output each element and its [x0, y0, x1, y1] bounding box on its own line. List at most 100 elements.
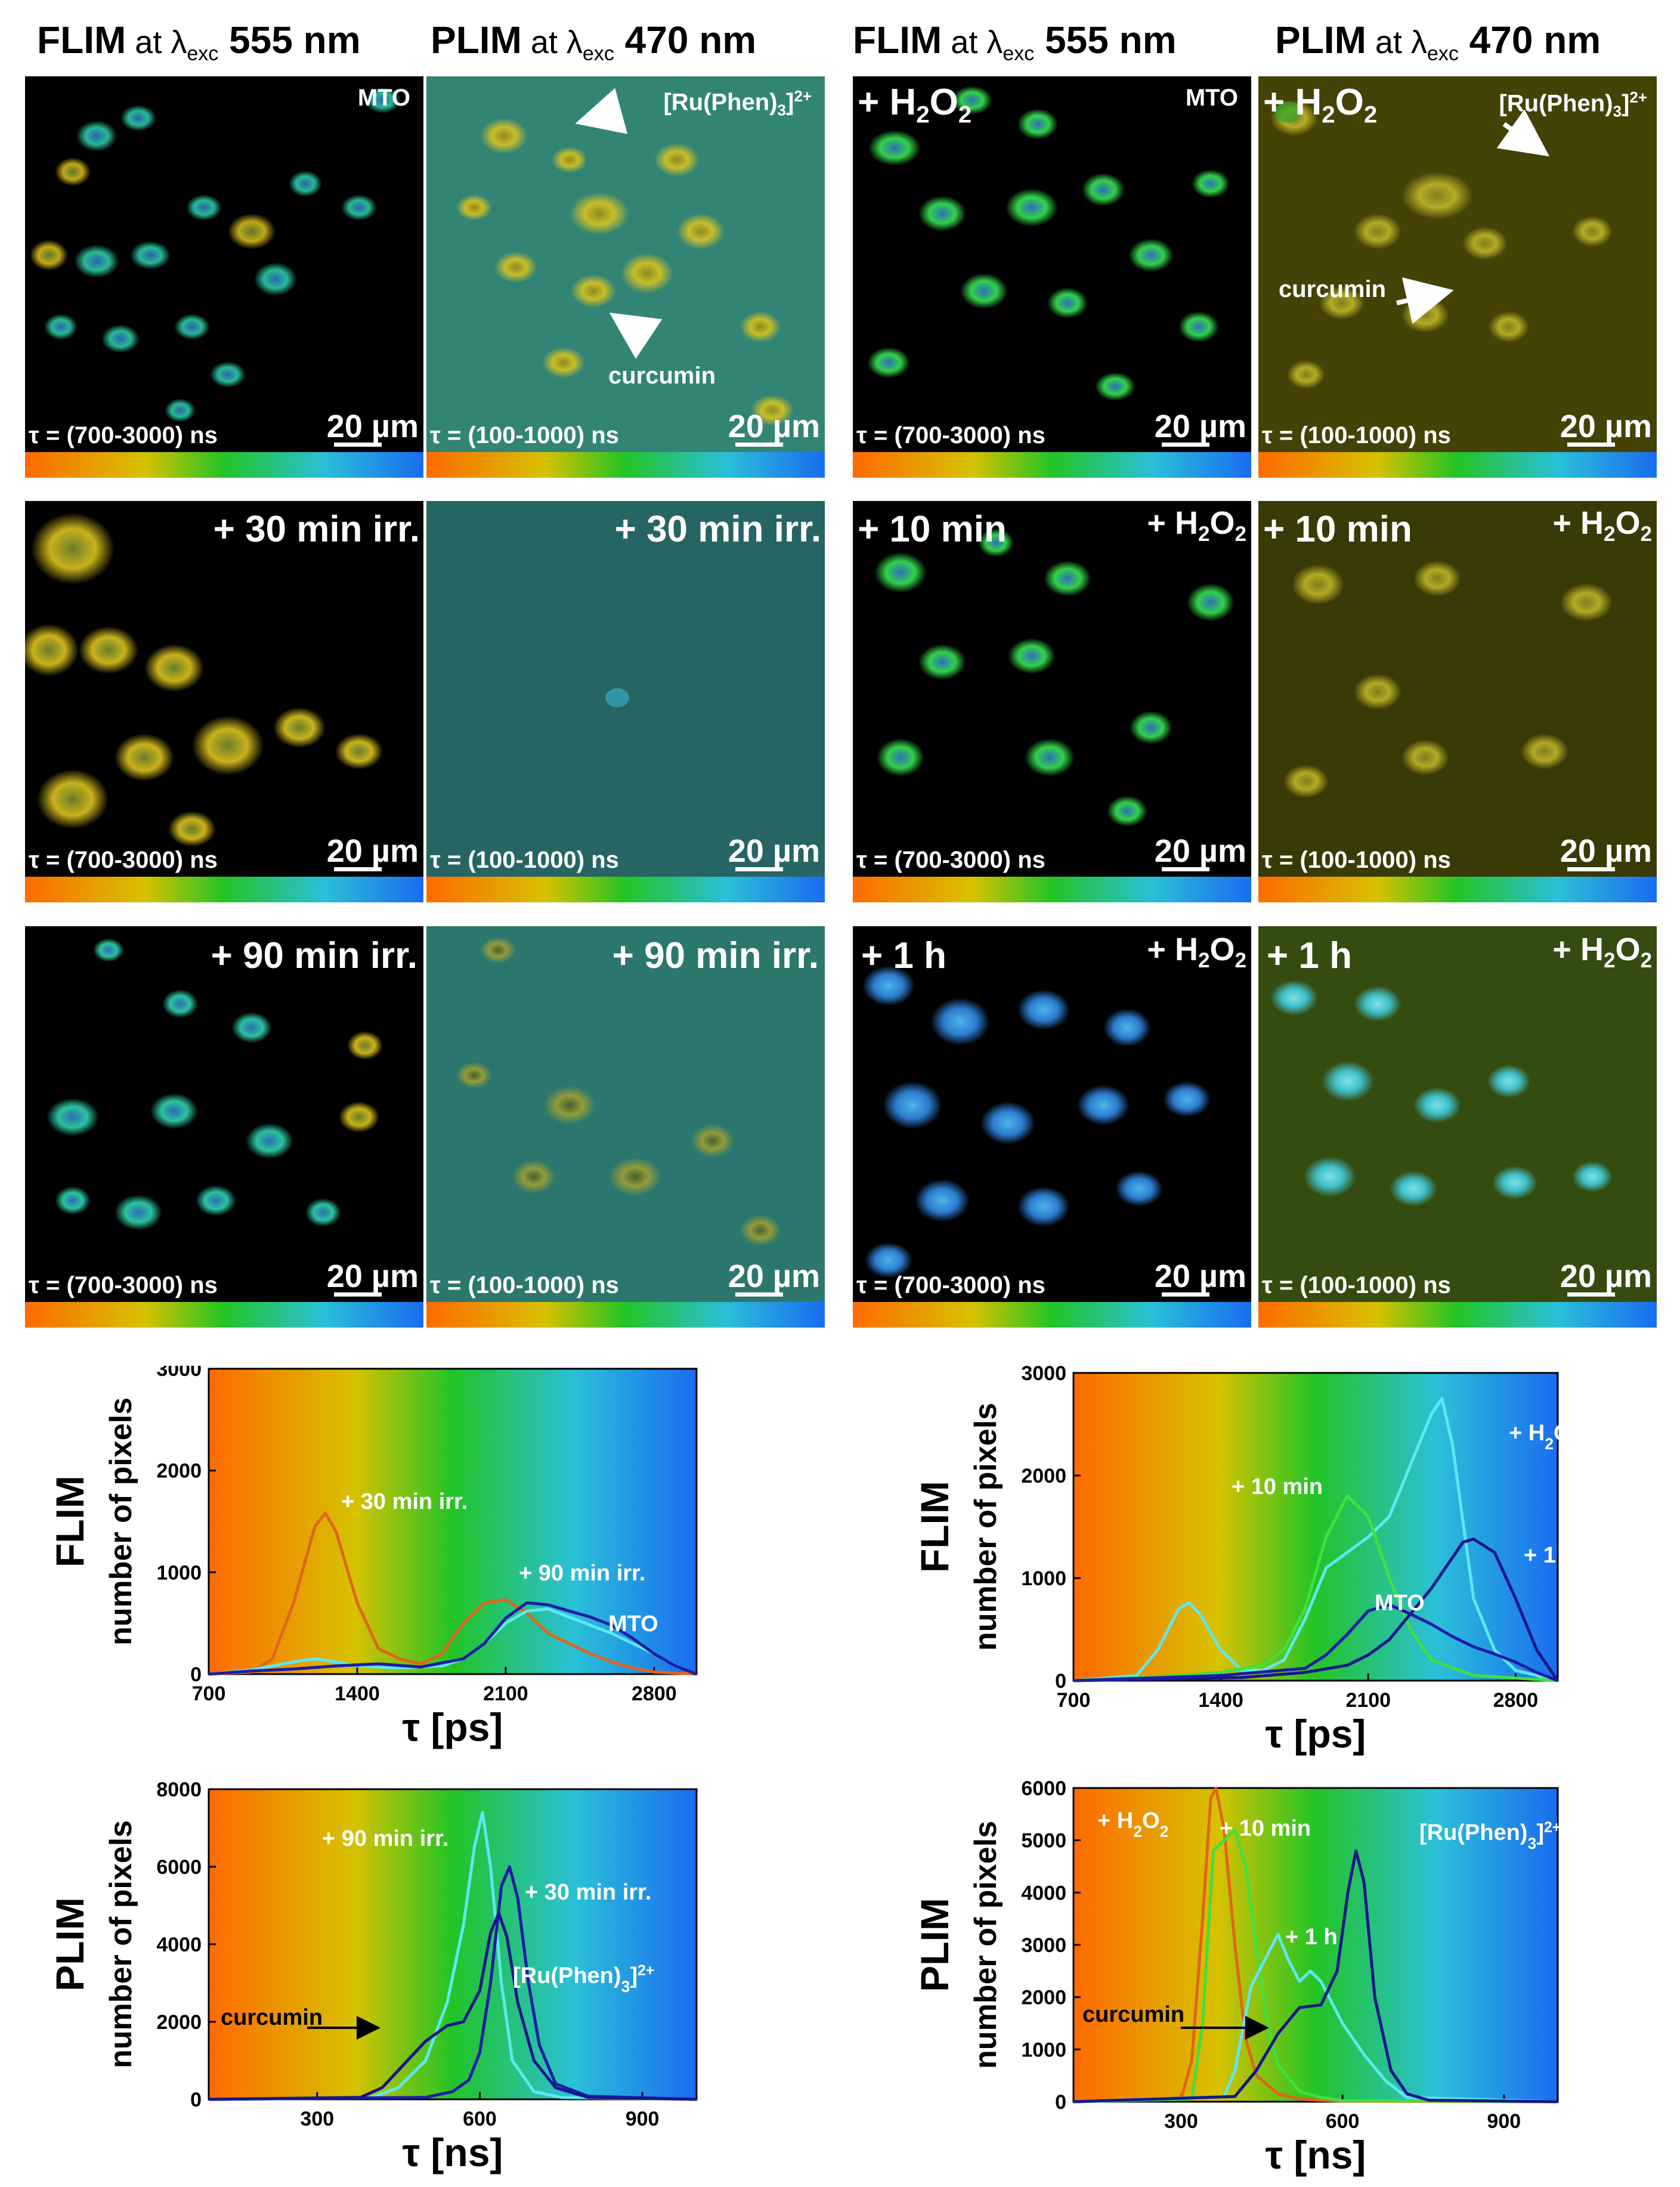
scalebar-label: 20 µm — [1560, 409, 1652, 444]
panel-plim-control: [Ru(Phen)3]2+ curcumin 20 µm τ = (100-10… — [426, 76, 825, 478]
plot-frame — [1072, 1372, 1559, 1682]
x-tick-label: 2800 — [632, 1682, 677, 1705]
plot-background — [209, 1369, 697, 1674]
y-axis-label: number of pixels — [969, 1403, 1003, 1651]
series-annotation: + 90 min irr. — [519, 1561, 645, 1586]
scalebar-label: 20 µm — [1154, 1258, 1246, 1294]
panel-flim-1h: + 1 h + H2O2 20 µm τ = (700-3000) ns — [853, 926, 1251, 1328]
lifetime-range: τ = (100-1000) ns — [1262, 847, 1451, 873]
header-plim-1: PLIM at λexc 470 nm — [431, 18, 757, 65]
scalebar — [1162, 443, 1209, 447]
series-line — [1073, 1786, 1558, 2104]
lifetime-range: τ = (700-3000) ns — [856, 847, 1045, 873]
series-line — [1073, 1603, 1558, 1682]
series-line — [1073, 1538, 1560, 1682]
micrograph — [853, 926, 1251, 1302]
series-annotation: + 1 h — [1524, 1543, 1576, 1568]
series-line — [1073, 1494, 1558, 1682]
series-line — [208, 1865, 697, 2101]
header-plim-2: PLIM at λexc 470 nm — [1275, 18, 1601, 65]
series-line — [1073, 1849, 1558, 2104]
y-tick-label: 4000 — [156, 1934, 202, 1956]
y-tick-label: 1000 — [156, 1561, 202, 1584]
mto-label: MTO — [1185, 85, 1238, 111]
series-annotation: + H2O2 — [1097, 1808, 1168, 1840]
chart-plim-right: 0 1000 2000 3000 4000 5000 6000 300 600 900 τ [ns]… — [912, 1777, 1561, 2177]
curcumin-label: curcumin — [1279, 276, 1387, 302]
plot-frame — [208, 1368, 698, 1675]
scalebar-label: 20 µm — [728, 1258, 820, 1294]
scalebar — [735, 1292, 783, 1297]
y-tick-label: 0 — [1055, 2091, 1066, 2114]
y-tick-label: 0 — [190, 2089, 202, 2111]
panel-plim-10min: + 10 min + H2O2 20 µm τ = (100-1000) ns — [1258, 501, 1657, 902]
lifetime-colorbar — [1258, 1302, 1657, 1328]
scalebar — [1567, 867, 1615, 871]
series-annotation: + 10 min — [1232, 1474, 1323, 1499]
panel-plim-1h: + 1 h + H2O2 20 µm τ = (100-1000) ns — [1258, 926, 1657, 1328]
lifetime-colorbar — [853, 877, 1251, 902]
x-axis-label: τ [ps] — [403, 1705, 503, 1749]
micrograph — [1258, 926, 1657, 1302]
x-tick-label: 700 — [192, 1682, 226, 1705]
irr30-label: + 30 min irr. — [614, 509, 821, 550]
series-annotation: [Ru(Phen)3]2+ — [513, 1963, 654, 1996]
series-annotation: + 90 min irr. — [322, 1826, 448, 1851]
x-tick-label: 600 — [1326, 2110, 1360, 2133]
x-tick-label: 900 — [1487, 2110, 1521, 2133]
scalebar-label: 20 µm — [326, 409, 419, 444]
y-tick-label: 2000 — [156, 1460, 202, 1483]
series-annotation: curcumin — [221, 2005, 323, 2030]
scalebar — [735, 443, 783, 447]
lifetime-range: τ = (700-3000) ns — [29, 422, 218, 448]
header-flim-2: FLIM at λexc 555 nm — [853, 18, 1177, 65]
h2o2-label: + H2O2 — [1147, 505, 1246, 546]
x-tick-label: 900 — [626, 2108, 660, 2130]
lifetime-range: τ = (100-1000) ns — [430, 1272, 619, 1298]
h1-label: + 1 h — [861, 935, 947, 976]
h2o2-label: + H2O2 — [1147, 932, 1246, 972]
series-annotation: + H2O2 — [1509, 1421, 1580, 1453]
lifetime-colorbar — [426, 877, 825, 902]
chart-side-title: FLIM — [48, 1475, 92, 1567]
irr90-label: + 90 min irr. — [612, 935, 819, 976]
lifetime-colorbar — [25, 877, 423, 902]
scalebar — [334, 867, 382, 871]
series-annotation: + 30 min irr. — [525, 1880, 651, 1905]
y-tick-label: 6000 — [1021, 1777, 1066, 1800]
series-annotation: + 10 min — [1220, 1816, 1311, 1841]
scalebar-label: 20 µm — [326, 1258, 419, 1294]
scalebar-label: 20 µm — [728, 409, 820, 444]
scalebar — [1162, 1292, 1209, 1297]
y-tick-label: 3000 — [156, 1366, 202, 1381]
y-tick-label: 2000 — [1021, 1987, 1066, 2009]
scalebar — [1567, 443, 1615, 447]
lifetime-range: τ = (100-1000) ns — [1262, 1272, 1451, 1298]
y-tick-label: 0 — [190, 1663, 202, 1686]
series-line — [208, 1911, 697, 2101]
panel-flim-30min: + 30 min irr. 20 µm τ = (700-3000) ns — [25, 501, 423, 902]
h2o2-label: + H2O2 — [1552, 932, 1652, 972]
scalebar — [334, 443, 382, 447]
h2o2-label: + H2O2 — [1552, 505, 1652, 546]
chart-side-title: PLIM — [912, 1898, 957, 1992]
scalebar — [334, 1292, 382, 1297]
lifetime-colorbar — [1258, 452, 1657, 478]
series-annotation: curcumin — [1082, 2002, 1184, 2027]
y-axis-label: number of pixels — [104, 1820, 138, 2068]
irr30-label: + 30 min irr. — [213, 509, 420, 550]
micrograph — [25, 926, 423, 1302]
x-tick-label: 300 — [300, 2108, 334, 2130]
scalebar-label: 20 µm — [728, 833, 820, 869]
scalebar-label: 20 µm — [1560, 1258, 1652, 1294]
lifetime-range: τ = (700-3000) ns — [29, 1272, 218, 1298]
scalebar-label: 20 µm — [1154, 833, 1246, 869]
x-tick-label: 2100 — [483, 1682, 528, 1705]
lifetime-colorbar — [426, 1302, 825, 1328]
lifetime-colorbar — [25, 452, 423, 478]
series-line — [1073, 1933, 1558, 2104]
ru-complex-label: [Ru(Phen)3]2+ — [1499, 88, 1647, 120]
y-axis-label: number of pixels — [969, 1821, 1003, 2069]
y-axis-label: number of pixels — [104, 1397, 138, 1645]
y-tick-label: 1000 — [1021, 2038, 1066, 2061]
